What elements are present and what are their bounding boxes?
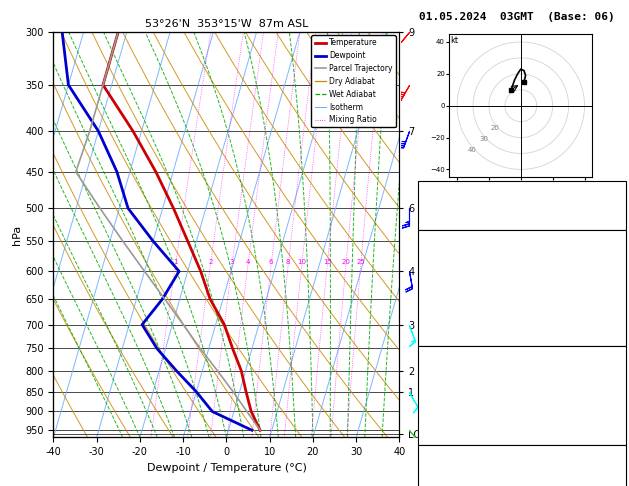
Text: 0.96: 0.96 bbox=[601, 218, 622, 226]
Text: 42: 42 bbox=[611, 201, 622, 210]
Text: Hodograph: Hodograph bbox=[498, 449, 546, 458]
Text: 15: 15 bbox=[323, 260, 331, 265]
Text: K: K bbox=[421, 185, 427, 193]
Text: Lifted Index: Lifted Index bbox=[421, 300, 486, 309]
Text: Dewp (°C): Dewp (°C) bbox=[421, 267, 470, 276]
Text: θᴄ (K): θᴄ (K) bbox=[421, 383, 454, 392]
Legend: Temperature, Dewpoint, Parcel Trajectory, Dry Adiabat, Wet Adiabat, Isotherm, Mi: Temperature, Dewpoint, Parcel Trajectory… bbox=[311, 35, 396, 127]
Text: 35: 35 bbox=[611, 482, 622, 486]
Text: 296: 296 bbox=[606, 284, 622, 293]
Text: 7: 7 bbox=[616, 399, 622, 408]
Text: Temp (°C): Temp (°C) bbox=[421, 251, 470, 260]
Text: CIN (J): CIN (J) bbox=[421, 433, 459, 441]
Text: PW (cm): PW (cm) bbox=[421, 218, 459, 226]
Text: -7: -7 bbox=[611, 466, 622, 474]
Text: EH: EH bbox=[421, 466, 432, 474]
X-axis label: Dewpoint / Temperature (°C): Dewpoint / Temperature (°C) bbox=[147, 463, 306, 473]
Text: 20: 20 bbox=[491, 125, 499, 131]
Text: 297: 297 bbox=[606, 383, 622, 392]
Text: 01.05.2024  03GMT  (Base: 06): 01.05.2024 03GMT (Base: 06) bbox=[419, 12, 615, 22]
Text: 20: 20 bbox=[342, 260, 350, 265]
Text: 3: 3 bbox=[230, 260, 234, 265]
Text: Pressure (mb): Pressure (mb) bbox=[421, 366, 491, 375]
Text: Most Unstable: Most Unstable bbox=[487, 350, 557, 359]
Y-axis label: Mixing Ratio (g/kg): Mixing Ratio (g/kg) bbox=[460, 191, 469, 278]
Text: 10: 10 bbox=[298, 260, 306, 265]
Text: 0: 0 bbox=[616, 317, 622, 326]
Text: 8: 8 bbox=[286, 260, 291, 265]
Text: 7.3: 7.3 bbox=[606, 251, 622, 260]
Y-axis label: hPa: hPa bbox=[13, 225, 23, 244]
Text: CAPE (J): CAPE (J) bbox=[421, 416, 464, 425]
Text: 25: 25 bbox=[356, 260, 365, 265]
Title: 53°26'N  353°15'W  87m ASL: 53°26'N 353°15'W 87m ASL bbox=[145, 19, 308, 30]
Text: SREH: SREH bbox=[421, 482, 443, 486]
Text: Totals Totals: Totals Totals bbox=[421, 201, 491, 210]
Text: 6: 6 bbox=[616, 185, 622, 193]
Text: 1: 1 bbox=[173, 260, 177, 265]
Text: 5.4: 5.4 bbox=[606, 267, 622, 276]
Text: 7: 7 bbox=[616, 300, 622, 309]
Y-axis label: km
ASL: km ASL bbox=[437, 224, 455, 245]
Text: 975: 975 bbox=[606, 366, 622, 375]
Text: θᴄ(K): θᴄ(K) bbox=[421, 284, 448, 293]
Text: 2: 2 bbox=[208, 260, 213, 265]
Text: kt: kt bbox=[451, 35, 459, 45]
Text: 0: 0 bbox=[616, 333, 622, 342]
Text: CAPE (J): CAPE (J) bbox=[421, 317, 464, 326]
Text: Lifted Index: Lifted Index bbox=[421, 399, 486, 408]
Text: 0: 0 bbox=[616, 433, 622, 441]
Text: 30: 30 bbox=[479, 136, 488, 142]
Text: Surface: Surface bbox=[503, 234, 540, 243]
Text: CIN (J): CIN (J) bbox=[421, 333, 459, 342]
Text: 0: 0 bbox=[616, 416, 622, 425]
Text: 6: 6 bbox=[269, 260, 274, 265]
Text: 4: 4 bbox=[246, 260, 250, 265]
Text: 40: 40 bbox=[468, 147, 477, 154]
Text: © weatheronline.co.uk: © weatheronline.co.uk bbox=[469, 471, 574, 480]
